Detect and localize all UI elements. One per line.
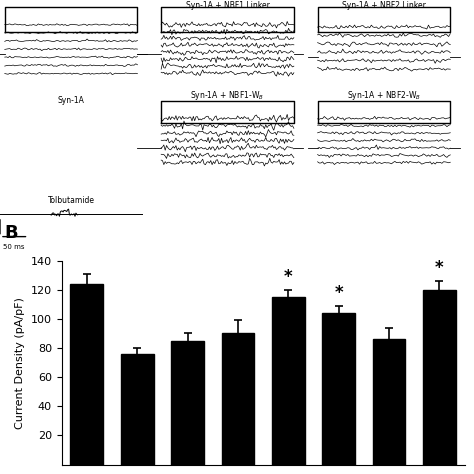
Bar	[221, 334, 254, 465]
Text: Tolbutamide: Tolbutamide	[47, 196, 95, 205]
Bar	[322, 313, 355, 465]
Bar	[171, 341, 204, 465]
Bar	[423, 290, 456, 465]
Text: Syn-1A: Syn-1A	[58, 96, 84, 105]
Text: *: *	[435, 259, 444, 277]
Bar	[373, 339, 405, 465]
Text: *: *	[334, 284, 343, 302]
Text: *: *	[284, 268, 292, 286]
Bar	[272, 297, 305, 465]
Text: Syn-1A + NBF2-W$_B$: Syn-1A + NBF2-W$_B$	[347, 89, 421, 102]
Text: Syn-1A + NBF2 Linker: Syn-1A + NBF2 Linker	[342, 1, 426, 10]
Y-axis label: Current Density (pA/pF): Current Density (pA/pF)	[15, 297, 25, 428]
Text: Syn-1A + NBF1-W$_B$: Syn-1A + NBF1-W$_B$	[191, 89, 264, 102]
Text: B: B	[5, 224, 18, 242]
Text: 50 ms: 50 ms	[3, 244, 25, 250]
Bar	[121, 354, 154, 465]
Text: Syn-1A + NBF1 Linker: Syn-1A + NBF1 Linker	[186, 1, 269, 10]
Bar	[71, 284, 103, 465]
